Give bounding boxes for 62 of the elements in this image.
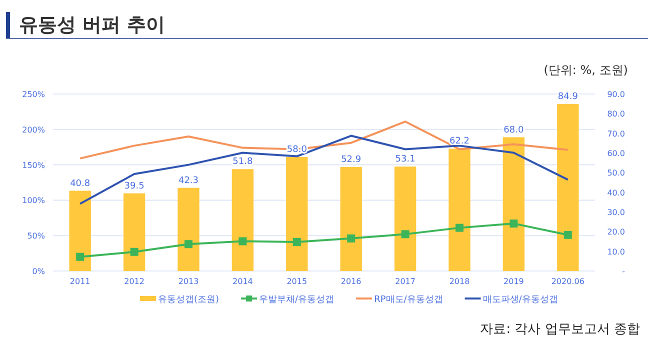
data-label: 52.9 <box>341 154 362 165</box>
y2-tick-label: 20.0 <box>607 228 625 237</box>
x-tick-label: 2011 <box>70 277 90 286</box>
bar <box>394 166 416 271</box>
x-tick-label: 2019 <box>504 277 524 286</box>
y2-tick-label: 40.0 <box>607 188 625 198</box>
y-tick-label: 250% <box>22 90 46 99</box>
y2-tick-label: - <box>622 267 626 276</box>
legend-label: 우발부채/유동성갭 <box>259 295 334 305</box>
y-tick-label: 50% <box>27 232 46 241</box>
bar <box>448 148 470 271</box>
point <box>238 237 247 246</box>
bar <box>502 137 525 271</box>
x-tick-label: 2018 <box>449 277 470 286</box>
x-tick-label: 2014 <box>232 277 253 286</box>
point <box>184 240 192 248</box>
data-label: 39.5 <box>124 181 144 192</box>
y2-tick-label: 30.0 <box>607 208 625 217</box>
legend-label: RP매도/유동성갭 <box>374 295 443 305</box>
x-tick-label: 2016 <box>340 277 362 286</box>
y2-tick-label: 80.0 <box>607 110 625 119</box>
data-label: 84.9 <box>558 92 578 102</box>
data-label: 68.0 <box>504 125 524 136</box>
point <box>401 230 410 238</box>
data-label: 51.8 <box>232 157 253 168</box>
legend-label: 매도파생/유동성갭 <box>482 295 558 305</box>
x-tick-label: 2017 <box>395 277 416 286</box>
point <box>292 238 301 246</box>
bar <box>69 190 91 271</box>
bar <box>232 169 254 271</box>
bar <box>178 188 200 271</box>
point <box>347 234 356 242</box>
legend-label: 유동성갭(조원) <box>158 295 220 305</box>
bar <box>123 193 146 271</box>
bar <box>286 156 308 271</box>
point <box>76 252 84 261</box>
y-tick-label: 150% <box>22 160 46 170</box>
data-label: 53.1 <box>395 154 416 165</box>
y-tick-label: 100% <box>22 196 46 206</box>
point <box>564 230 572 239</box>
y2-tick-label: 60.0 <box>607 149 625 158</box>
bar <box>340 166 362 271</box>
chart-title: 유동성 버퍼 추이 <box>19 14 166 36</box>
text: (단위: %, 조원) <box>544 63 628 77</box>
data-label: 62.2 <box>449 136 470 147</box>
x-tick-label: 2013 <box>178 277 199 286</box>
y-tick-label: 200% <box>22 125 46 134</box>
text: 자료: 각사 업무보고서 종합 <box>480 322 640 337</box>
data-label: 40.8 <box>70 178 90 189</box>
point <box>510 220 518 228</box>
y2-tick-label: 70.0 <box>607 129 625 138</box>
y2-tick-label: 90.0 <box>607 90 625 99</box>
y-tick-label: 0% <box>32 267 46 276</box>
x-tick-label: 2020.06 <box>551 277 584 286</box>
y2-tick-label: 50.0 <box>607 168 625 178</box>
y2-tick-label: 10.0 <box>607 247 625 256</box>
point <box>456 224 464 232</box>
data-label: 42.3 <box>178 176 199 186</box>
point <box>130 248 138 256</box>
x-tick-label: 2015 <box>286 277 308 286</box>
x-tick-label: 2012 <box>124 277 144 286</box>
bar <box>557 104 579 271</box>
